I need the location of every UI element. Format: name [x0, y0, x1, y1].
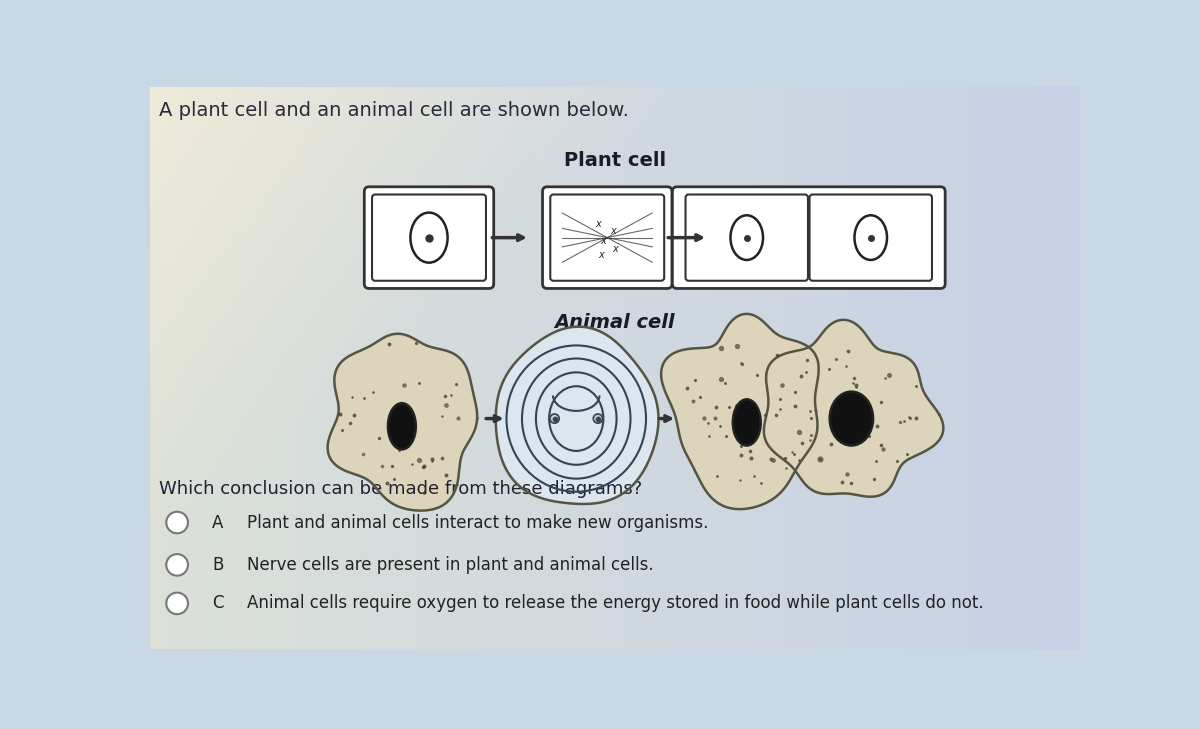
Ellipse shape [731, 215, 763, 260]
FancyBboxPatch shape [551, 195, 665, 281]
Text: B: B [212, 556, 223, 574]
Text: Nerve cells are present in plant and animal cells.: Nerve cells are present in plant and ani… [247, 556, 654, 574]
Circle shape [167, 512, 188, 534]
FancyBboxPatch shape [542, 187, 672, 289]
Text: A plant cell and an animal cell are shown below.: A plant cell and an animal cell are show… [160, 101, 629, 120]
FancyBboxPatch shape [810, 195, 932, 281]
Text: Animal cell: Animal cell [554, 313, 676, 332]
Circle shape [167, 593, 188, 614]
Circle shape [167, 554, 188, 576]
Ellipse shape [733, 399, 761, 445]
Text: Plant and animal cells interact to make new organisms.: Plant and animal cells interact to make … [247, 513, 708, 531]
Text: C: C [212, 594, 223, 612]
Text: Which conclusion can be made from these diagrams?: Which conclusion can be made from these … [160, 480, 642, 498]
Text: A: A [212, 513, 223, 531]
Text: x: x [598, 249, 604, 260]
Text: x: x [595, 219, 601, 229]
FancyBboxPatch shape [685, 195, 808, 281]
FancyBboxPatch shape [365, 187, 493, 289]
Text: x: x [600, 236, 606, 246]
Text: x: x [611, 227, 617, 236]
Text: x: x [612, 244, 618, 254]
Polygon shape [328, 334, 478, 510]
Text: Plant cell: Plant cell [564, 151, 666, 170]
FancyBboxPatch shape [672, 187, 946, 289]
Ellipse shape [854, 215, 887, 260]
Circle shape [593, 414, 602, 424]
Polygon shape [496, 327, 659, 504]
Text: Animal cells require oxygen to release the energy stored in food while plant cel: Animal cells require oxygen to release t… [247, 594, 984, 612]
Polygon shape [661, 314, 818, 509]
Ellipse shape [410, 213, 448, 262]
Ellipse shape [829, 391, 874, 445]
FancyBboxPatch shape [372, 195, 486, 281]
Polygon shape [764, 320, 943, 496]
Ellipse shape [388, 403, 416, 449]
Circle shape [550, 414, 559, 424]
